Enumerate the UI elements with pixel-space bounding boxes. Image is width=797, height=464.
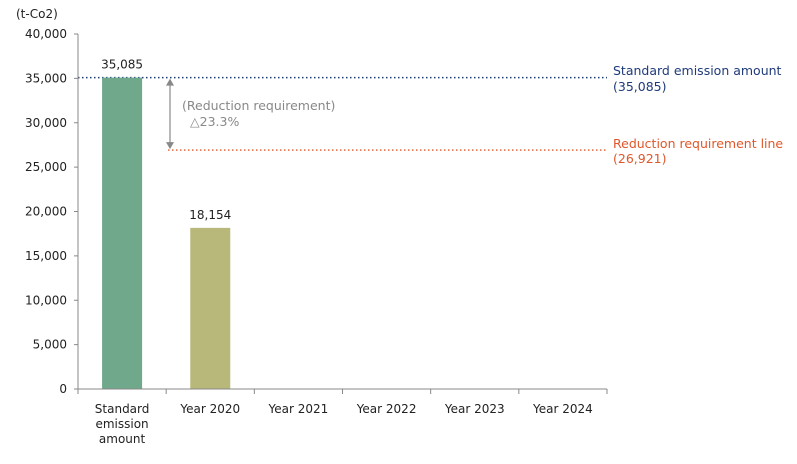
x-category-label-line: Year 2022 bbox=[356, 402, 417, 416]
y-tick-label: 5,000 bbox=[33, 338, 67, 352]
reduction-arrow-head-bottom bbox=[166, 142, 174, 150]
reduction-requirement-label: Reduction requirement line bbox=[613, 136, 783, 151]
x-category-label-line: Standard bbox=[95, 402, 150, 416]
x-category-label-line: emission bbox=[95, 417, 148, 431]
x-category-label-line: Year 2024 bbox=[532, 402, 593, 416]
standard-emission-value: (35,085) bbox=[613, 79, 667, 94]
x-category-label: Year 2020 bbox=[179, 402, 240, 416]
x-category-label-line: amount bbox=[99, 432, 146, 446]
y-tick-label: 25,000 bbox=[25, 160, 67, 174]
y-tick-label: 35,000 bbox=[25, 71, 67, 85]
y-tick-label: 0 bbox=[59, 382, 67, 396]
y-tick-label: 10,000 bbox=[25, 293, 67, 307]
reduction-annotation-title: (Reduction requirement) bbox=[182, 98, 335, 113]
reduction-annotation: (Reduction requirement)△23.3% bbox=[166, 78, 335, 150]
x-category-label-line: Year 2020 bbox=[179, 402, 240, 416]
y-tick-label: 20,000 bbox=[25, 205, 67, 219]
x-category-label: Year 2024 bbox=[532, 402, 593, 416]
x-category-label-line: Year 2023 bbox=[444, 402, 505, 416]
data-label: 35,085 bbox=[101, 58, 143, 72]
x-category-label: Standard emission amount bbox=[95, 402, 150, 446]
standard-emission-label: Standard emission amount bbox=[613, 63, 782, 78]
x-category-label-line: Year 2021 bbox=[268, 402, 329, 416]
axes: 0 5,000 10,000 15,000 20,000 25,000 30,000 35,0… bbox=[25, 27, 608, 446]
x-category-label: Year 2021 bbox=[268, 402, 329, 416]
y-tick-label: 30,000 bbox=[25, 116, 67, 130]
y-axis-unit-label: (t-Co2) bbox=[16, 7, 58, 21]
y-tick-label: 15,000 bbox=[25, 249, 67, 263]
reduction-annotation-percent: △23.3% bbox=[190, 114, 239, 129]
y-tick-label: 40,000 bbox=[25, 27, 67, 41]
reduction-arrow-head-top bbox=[166, 78, 174, 86]
reduction-requirement-value: (26,921) bbox=[613, 151, 667, 166]
reference-lines: Standard emission amount(35,085) Reductio… bbox=[78, 63, 783, 166]
data-label: 18,154 bbox=[189, 208, 231, 222]
x-category-label: Year 2022 bbox=[356, 402, 417, 416]
x-category-label: Year 2023 bbox=[444, 402, 505, 416]
bars: 35,085 18,154 bbox=[101, 58, 231, 389]
bar bbox=[102, 77, 143, 389]
bar bbox=[190, 227, 231, 389]
